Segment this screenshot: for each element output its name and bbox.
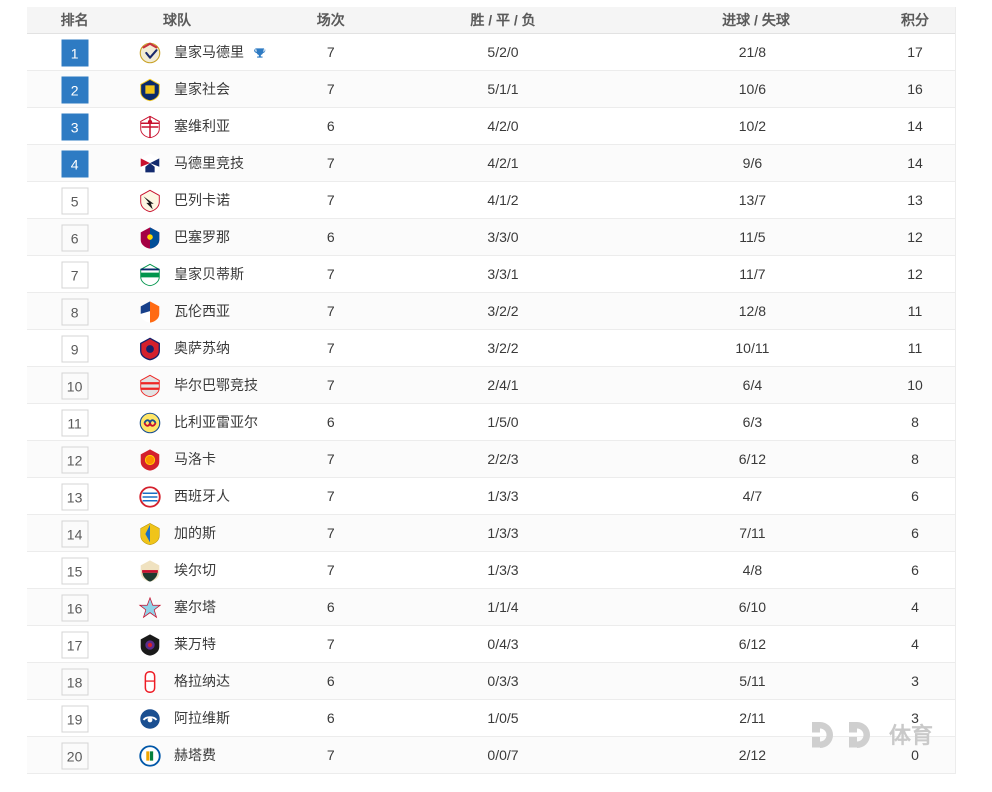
- svg-text:体育: 体育: [889, 723, 933, 748]
